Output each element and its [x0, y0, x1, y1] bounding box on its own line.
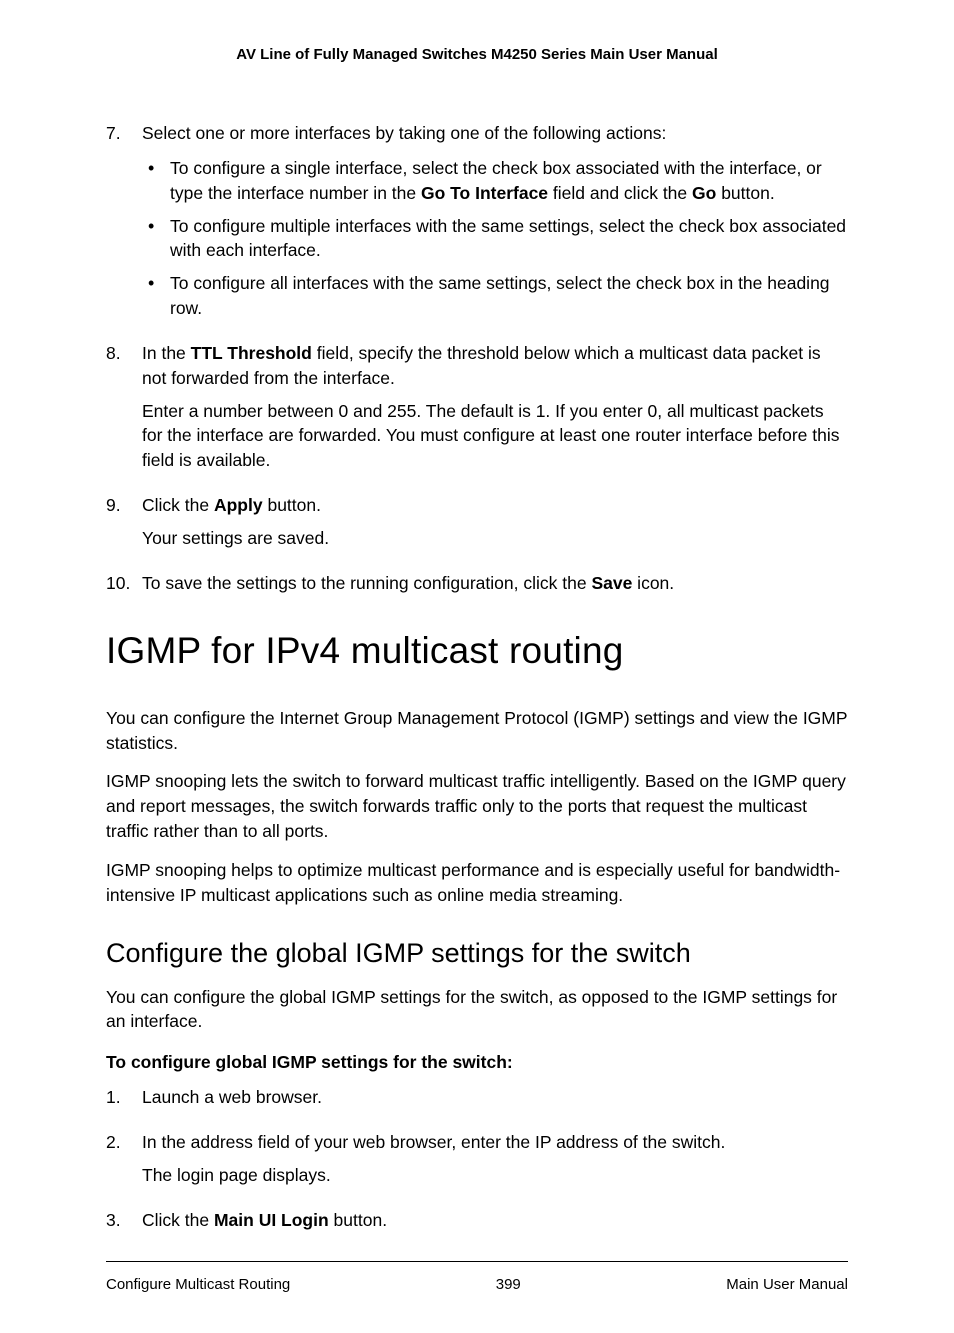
subsection-steps: 1. Launch a web browser. 2. In the addre…: [106, 1085, 848, 1232]
step-2: 2. In the address field of your web brow…: [106, 1130, 848, 1188]
step-number: 9.: [106, 493, 121, 518]
bold-text: Main UI Login: [214, 1210, 329, 1230]
step-9: 9. Click the Apply button. Your settings…: [106, 493, 848, 551]
footer-rule: [106, 1261, 848, 1262]
footer-page-number: 399: [496, 1276, 521, 1293]
bullet: To configure all interfaces with the sam…: [142, 271, 848, 321]
footer-right: Main User Manual: [726, 1276, 848, 1293]
bullet-text: field and click the: [548, 183, 692, 203]
body-paragraph: You can configure the Internet Group Man…: [106, 706, 848, 756]
step-7-bullets: To configure a single interface, select …: [142, 156, 848, 321]
task-heading: To configure global IGMP settings for th…: [106, 1052, 848, 1073]
step-text: button.: [263, 495, 321, 515]
step-number: 2.: [106, 1130, 121, 1155]
page-footer: Configure Multicast Routing 399 Main Use…: [106, 1276, 848, 1293]
page: AV Line of Fully Managed Switches M4250 …: [0, 0, 954, 1333]
step-number: 3.: [106, 1208, 121, 1233]
body-paragraph: You can configure the global IGMP settin…: [106, 985, 848, 1035]
step-text: Select one or more interfaces by taking …: [142, 123, 666, 143]
step-8: 8. In the TTL Threshold field, specify t…: [106, 341, 848, 473]
step-text: icon.: [632, 573, 674, 593]
step-text: To save the settings to the running conf…: [142, 573, 591, 593]
bold-text: Go To Interface: [421, 183, 548, 203]
step-text: Launch a web browser.: [142, 1087, 322, 1107]
steps-continued: 7. Select one or more interfaces by taki…: [106, 121, 848, 596]
bold-text: Apply: [214, 495, 263, 515]
body-paragraph: IGMP snooping lets the switch to forward…: [106, 769, 848, 844]
bullet: To configure multiple interfaces with th…: [142, 214, 848, 264]
step-text: In the: [142, 343, 191, 363]
step-text: In the address field of your web browser…: [142, 1132, 725, 1152]
bold-text: Save: [591, 573, 632, 593]
step-10: 10. To save the settings to the running …: [106, 571, 848, 596]
step-number: 10.: [106, 571, 130, 596]
step-3: 3. Click the Main UI Login button.: [106, 1208, 848, 1233]
bold-text: TTL Threshold: [191, 343, 312, 363]
footer-left: Configure Multicast Routing: [106, 1276, 290, 1293]
step-text: Click the: [142, 495, 214, 515]
step-follow: Your settings are saved.: [142, 526, 848, 551]
bullet-text: To configure multiple interfaces with th…: [170, 216, 846, 261]
step-number: 8.: [106, 341, 121, 366]
bullet-text: To configure all interfaces with the sam…: [170, 273, 830, 318]
step-number: 7.: [106, 121, 121, 146]
body-paragraph: IGMP snooping helps to optimize multicas…: [106, 858, 848, 908]
bullet: To configure a single interface, select …: [142, 156, 848, 206]
running-header: AV Line of Fully Managed Switches M4250 …: [106, 46, 848, 63]
step-text: Click the: [142, 1210, 214, 1230]
section-heading: IGMP for IPv4 multicast routing: [106, 630, 848, 672]
step-follow: The login page displays.: [142, 1163, 848, 1188]
step-7: 7. Select one or more interfaces by taki…: [106, 121, 848, 321]
bold-text: Go: [692, 183, 716, 203]
subsection-heading: Configure the global IGMP settings for t…: [106, 938, 848, 969]
bullet-text: button.: [716, 183, 774, 203]
step-number: 1.: [106, 1085, 121, 1110]
step-1: 1. Launch a web browser.: [106, 1085, 848, 1110]
step-follow: Enter a number between 0 and 255. The de…: [142, 399, 848, 474]
step-text: button.: [329, 1210, 387, 1230]
